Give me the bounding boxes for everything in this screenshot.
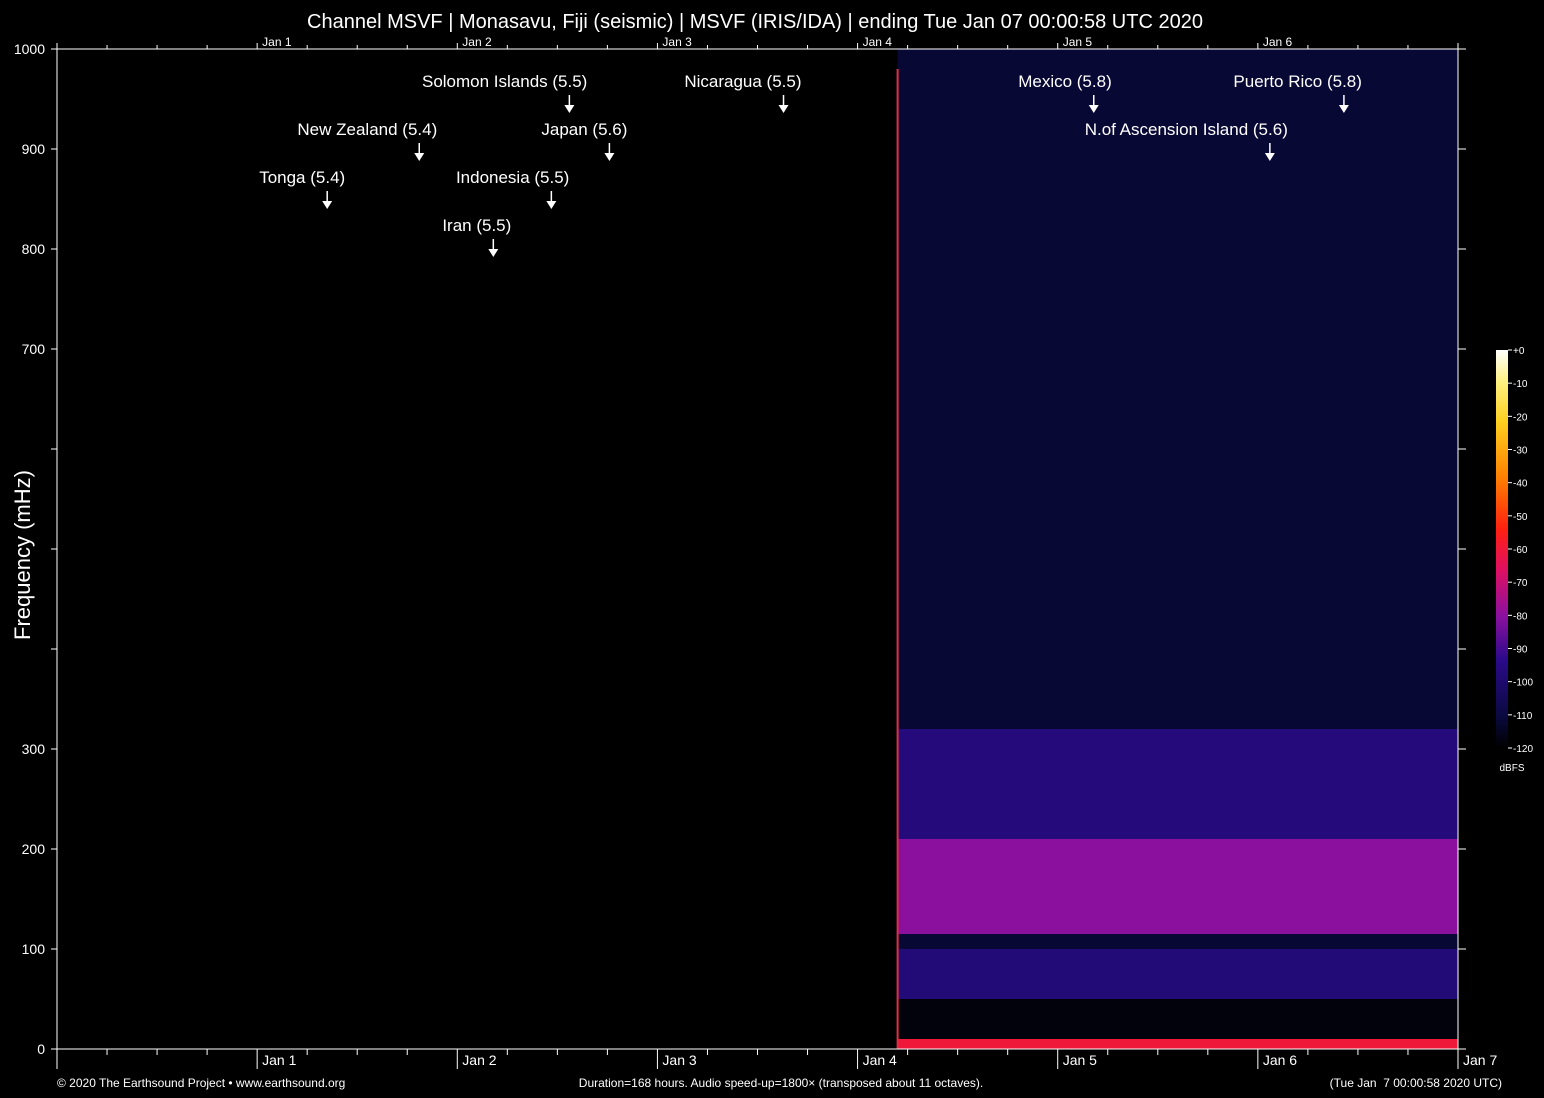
colorbar-ticks: +0 -10 -20 -30 -40 -50 -60 -70 -80 -90 -100 -110 -12… — [1508, 346, 1533, 755]
footer-timestamp: (Tue Jan 7 00:00:58 2020 UTC) — [1330, 1076, 1502, 1090]
y-tick-label: 1000 — [14, 41, 45, 57]
intensity-band — [897, 839, 1458, 934]
colorbar-tick-label: -100 — [1513, 678, 1533, 689]
x-axis-top: Jan 1 Jan 2 Jan 3 Jan 4 Jan 5 Jan 6 — [56, 35, 1459, 49]
event-arrow-head — [488, 249, 499, 257]
spectrogram-data — [896, 49, 1458, 1049]
x-bottom-tick-label: Jan 3 — [662, 1052, 696, 1068]
colorbar-tick-label: -80 — [1513, 611, 1528, 622]
colorbar-tick-label: -90 — [1513, 645, 1528, 656]
y-tick-label: 200 — [22, 841, 46, 857]
footer-duration: Duration=168 hours. Audio speed-up=1800×… — [579, 1076, 983, 1090]
intensity-band — [897, 49, 1458, 729]
event-label: Solomon Islands (5.5) — [422, 72, 587, 91]
event-arrow-head — [1264, 153, 1275, 161]
event-arrow-head — [604, 153, 615, 161]
event-label: Iran (5.5) — [442, 216, 511, 235]
intensity-band — [897, 949, 1458, 999]
footer-copyright: © 2020 The Earthsound Project • www.eart… — [57, 1076, 345, 1090]
colorbar-tick-label: -30 — [1513, 446, 1528, 457]
x-axis-bottom: Jan 1 Jan 2 Jan 3 Jan 4 Jan 5 Jan 6 Jan 7 — [56, 1049, 1497, 1069]
colorbar-unit-label: dBFS — [1499, 763, 1524, 774]
colorbar-tick-label: -120 — [1513, 744, 1533, 755]
event-label: Mexico (5.8) — [1018, 72, 1112, 91]
colorbar-tick-label: -10 — [1513, 379, 1528, 390]
event-arrow-head — [414, 153, 425, 161]
colorbar: +0 -10 -20 -30 -40 -50 -60 -70 -80 -90 -100 -110 -12… — [1496, 346, 1533, 774]
x-bottom-tick-label: Jan 1 — [262, 1052, 296, 1068]
event-arrow-head — [1338, 105, 1349, 113]
x-bottom-tick-label: Jan 2 — [462, 1052, 496, 1068]
y-tick-label: 0 — [37, 1041, 45, 1057]
x-top-tick-label: Jan 3 — [662, 35, 692, 49]
y-tick-label: 700 — [22, 341, 46, 357]
x-top-tick-label: Jan 5 — [1063, 35, 1093, 49]
event-arrow-head — [322, 201, 333, 209]
y-tick-label: 800 — [22, 241, 46, 257]
x-bottom-tick-label: Jan 4 — [863, 1052, 897, 1068]
y-tick-label: 900 — [22, 141, 46, 157]
event-label: Indonesia (5.5) — [456, 168, 569, 187]
colorbar-tick-label: +0 — [1513, 346, 1525, 357]
y-tick-label: 300 — [22, 741, 46, 757]
colorbar-tick-label: -60 — [1513, 545, 1528, 556]
y-tick-label: 100 — [22, 941, 46, 957]
x-top-tick-label: Jan 6 — [1263, 35, 1293, 49]
event-label: Puerto Rico (5.8) — [1233, 72, 1362, 91]
event-label: Japan (5.6) — [541, 120, 627, 139]
intensity-band — [897, 934, 1458, 949]
colorbar-tick-label: -50 — [1513, 512, 1528, 523]
event-label: Tonga (5.4) — [259, 168, 345, 187]
earthquake-annotations: Tonga (5.4) New Zealand (5.4) Iran (5.5) In… — [259, 72, 1362, 257]
x-top-tick-label: Jan 2 — [462, 35, 492, 49]
colorbar-gradient — [1496, 350, 1508, 748]
x-top-tick-label: Jan 4 — [863, 35, 893, 49]
x-bottom-tick-label: Jan 7 — [1463, 1052, 1497, 1068]
event-label: New Zealand (5.4) — [297, 120, 437, 139]
colorbar-tick-label: -70 — [1513, 578, 1528, 589]
colorbar-tick-label: -40 — [1513, 479, 1528, 490]
intensity-band — [897, 1039, 1458, 1049]
event-arrow-head — [546, 201, 557, 209]
intensity-band — [897, 999, 1458, 1039]
event-arrow-head — [1088, 105, 1099, 113]
x-top-tick-label: Jan 1 — [262, 35, 292, 49]
intensity-band — [897, 729, 1458, 839]
colorbar-tick-label: -20 — [1513, 412, 1528, 423]
y-axis-label: Frequency (mHz) — [10, 470, 35, 640]
chart-title: Channel MSVF | Monasavu, Fiji (seismic) … — [307, 11, 1203, 33]
colorbar-tick-label: -110 — [1513, 711, 1533, 722]
y-axis: 0 100 200 300 700 800 900 1000 — [14, 41, 1466, 1057]
x-bottom-tick-label: Jan 5 — [1063, 1052, 1097, 1068]
event-label: N.of Ascension Island (5.6) — [1085, 120, 1288, 139]
event-label: Nicaragua (5.5) — [684, 72, 801, 91]
event-arrow-head — [778, 105, 789, 113]
event-arrow-head — [564, 105, 575, 113]
x-bottom-tick-label: Jan 6 — [1263, 1052, 1297, 1068]
